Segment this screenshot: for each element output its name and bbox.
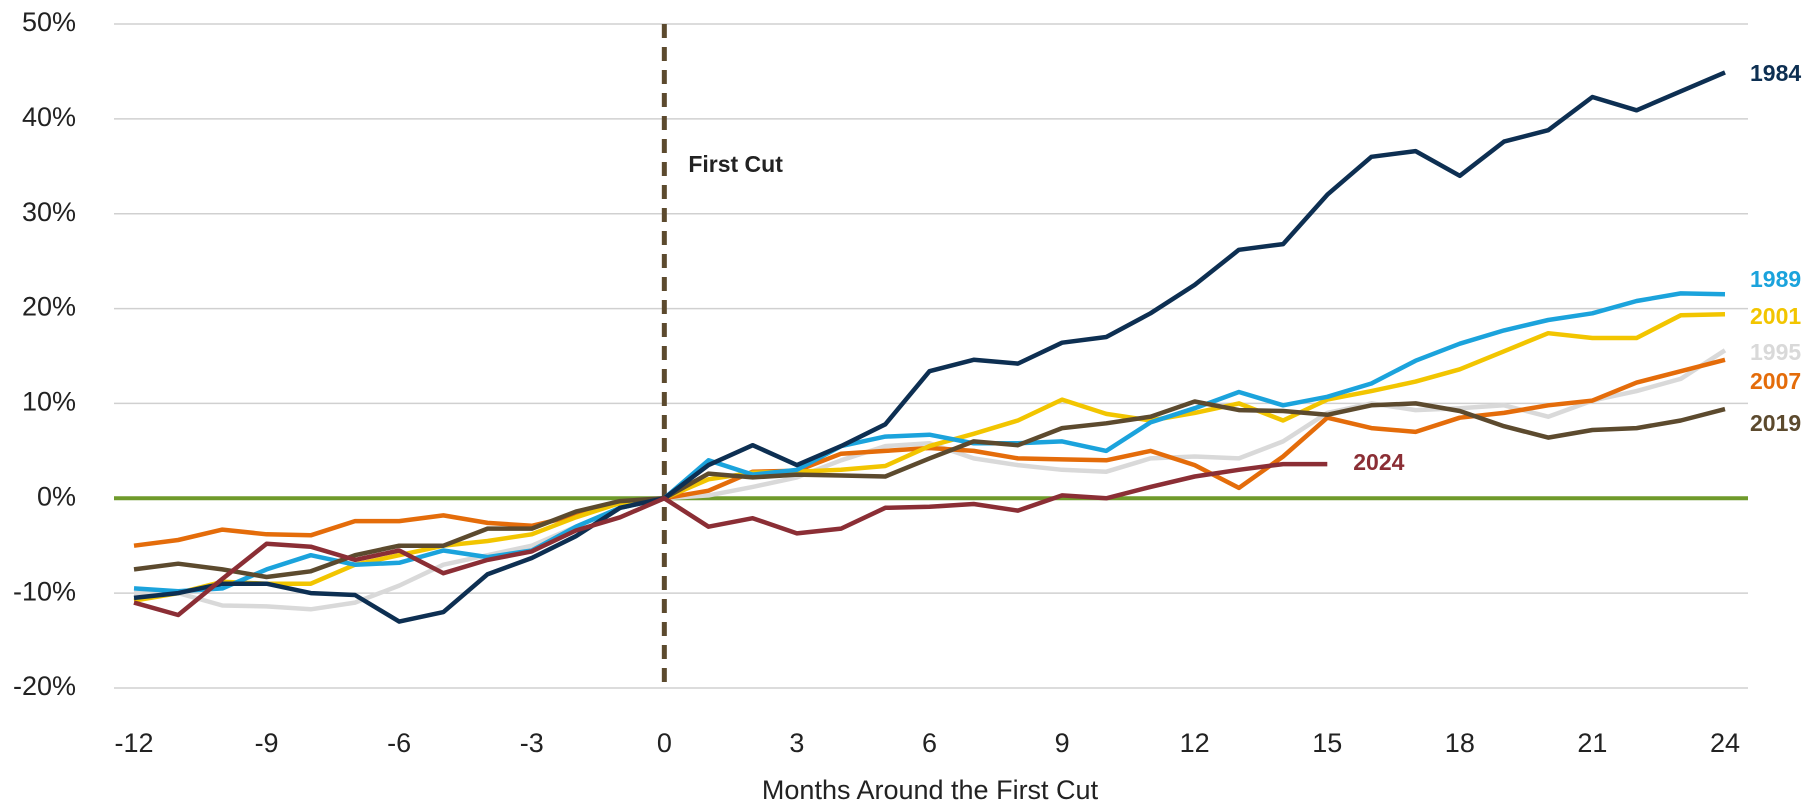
x-tick-label: 21 [1577,728,1607,758]
x-tick-label: 9 [1055,728,1070,758]
x-tick-label: -3 [520,728,544,758]
x-tick-label: 0 [657,728,672,758]
y-tick-label: 30% [22,197,76,227]
series-line [133,291,1726,594]
y-tick-label: -20% [13,671,76,701]
y-tick-label: 10% [22,387,76,417]
y-tick-label: 50% [22,7,76,37]
y-tick-label: 20% [22,292,76,322]
series-label: 2024 [1353,449,1404,475]
series-label: 1984 [1750,60,1801,86]
x-tick-label: 3 [789,728,804,758]
series-line [133,357,1726,548]
y-tick-label: 0% [37,481,76,511]
x-tick-label: 15 [1312,728,1342,758]
x-axis-title: Months Around the First Cut [762,775,1099,805]
series-label: 1989 [1750,266,1801,292]
series-label: 2019 [1750,410,1801,436]
x-tick-label: 24 [1710,728,1740,758]
series-line [133,399,1726,580]
x-tick-label: 6 [922,728,937,758]
x-tick-label: 12 [1180,728,1210,758]
series-line [133,312,1726,603]
x-tick-label: 18 [1445,728,1475,758]
x-tick-label: -6 [387,728,411,758]
x-tick-label: -12 [114,728,153,758]
annotation: First Cut [688,151,783,177]
y-tick-label: -10% [13,576,76,606]
series-line [134,348,1727,612]
series-label: 2001 [1750,303,1801,329]
series-line [133,461,1328,618]
x-tick-label: -9 [255,728,279,758]
series-line [133,70,1726,624]
y-tick-label: 40% [22,102,76,132]
series-label: 2007 [1750,368,1801,394]
series-label: 1995 [1750,339,1801,365]
